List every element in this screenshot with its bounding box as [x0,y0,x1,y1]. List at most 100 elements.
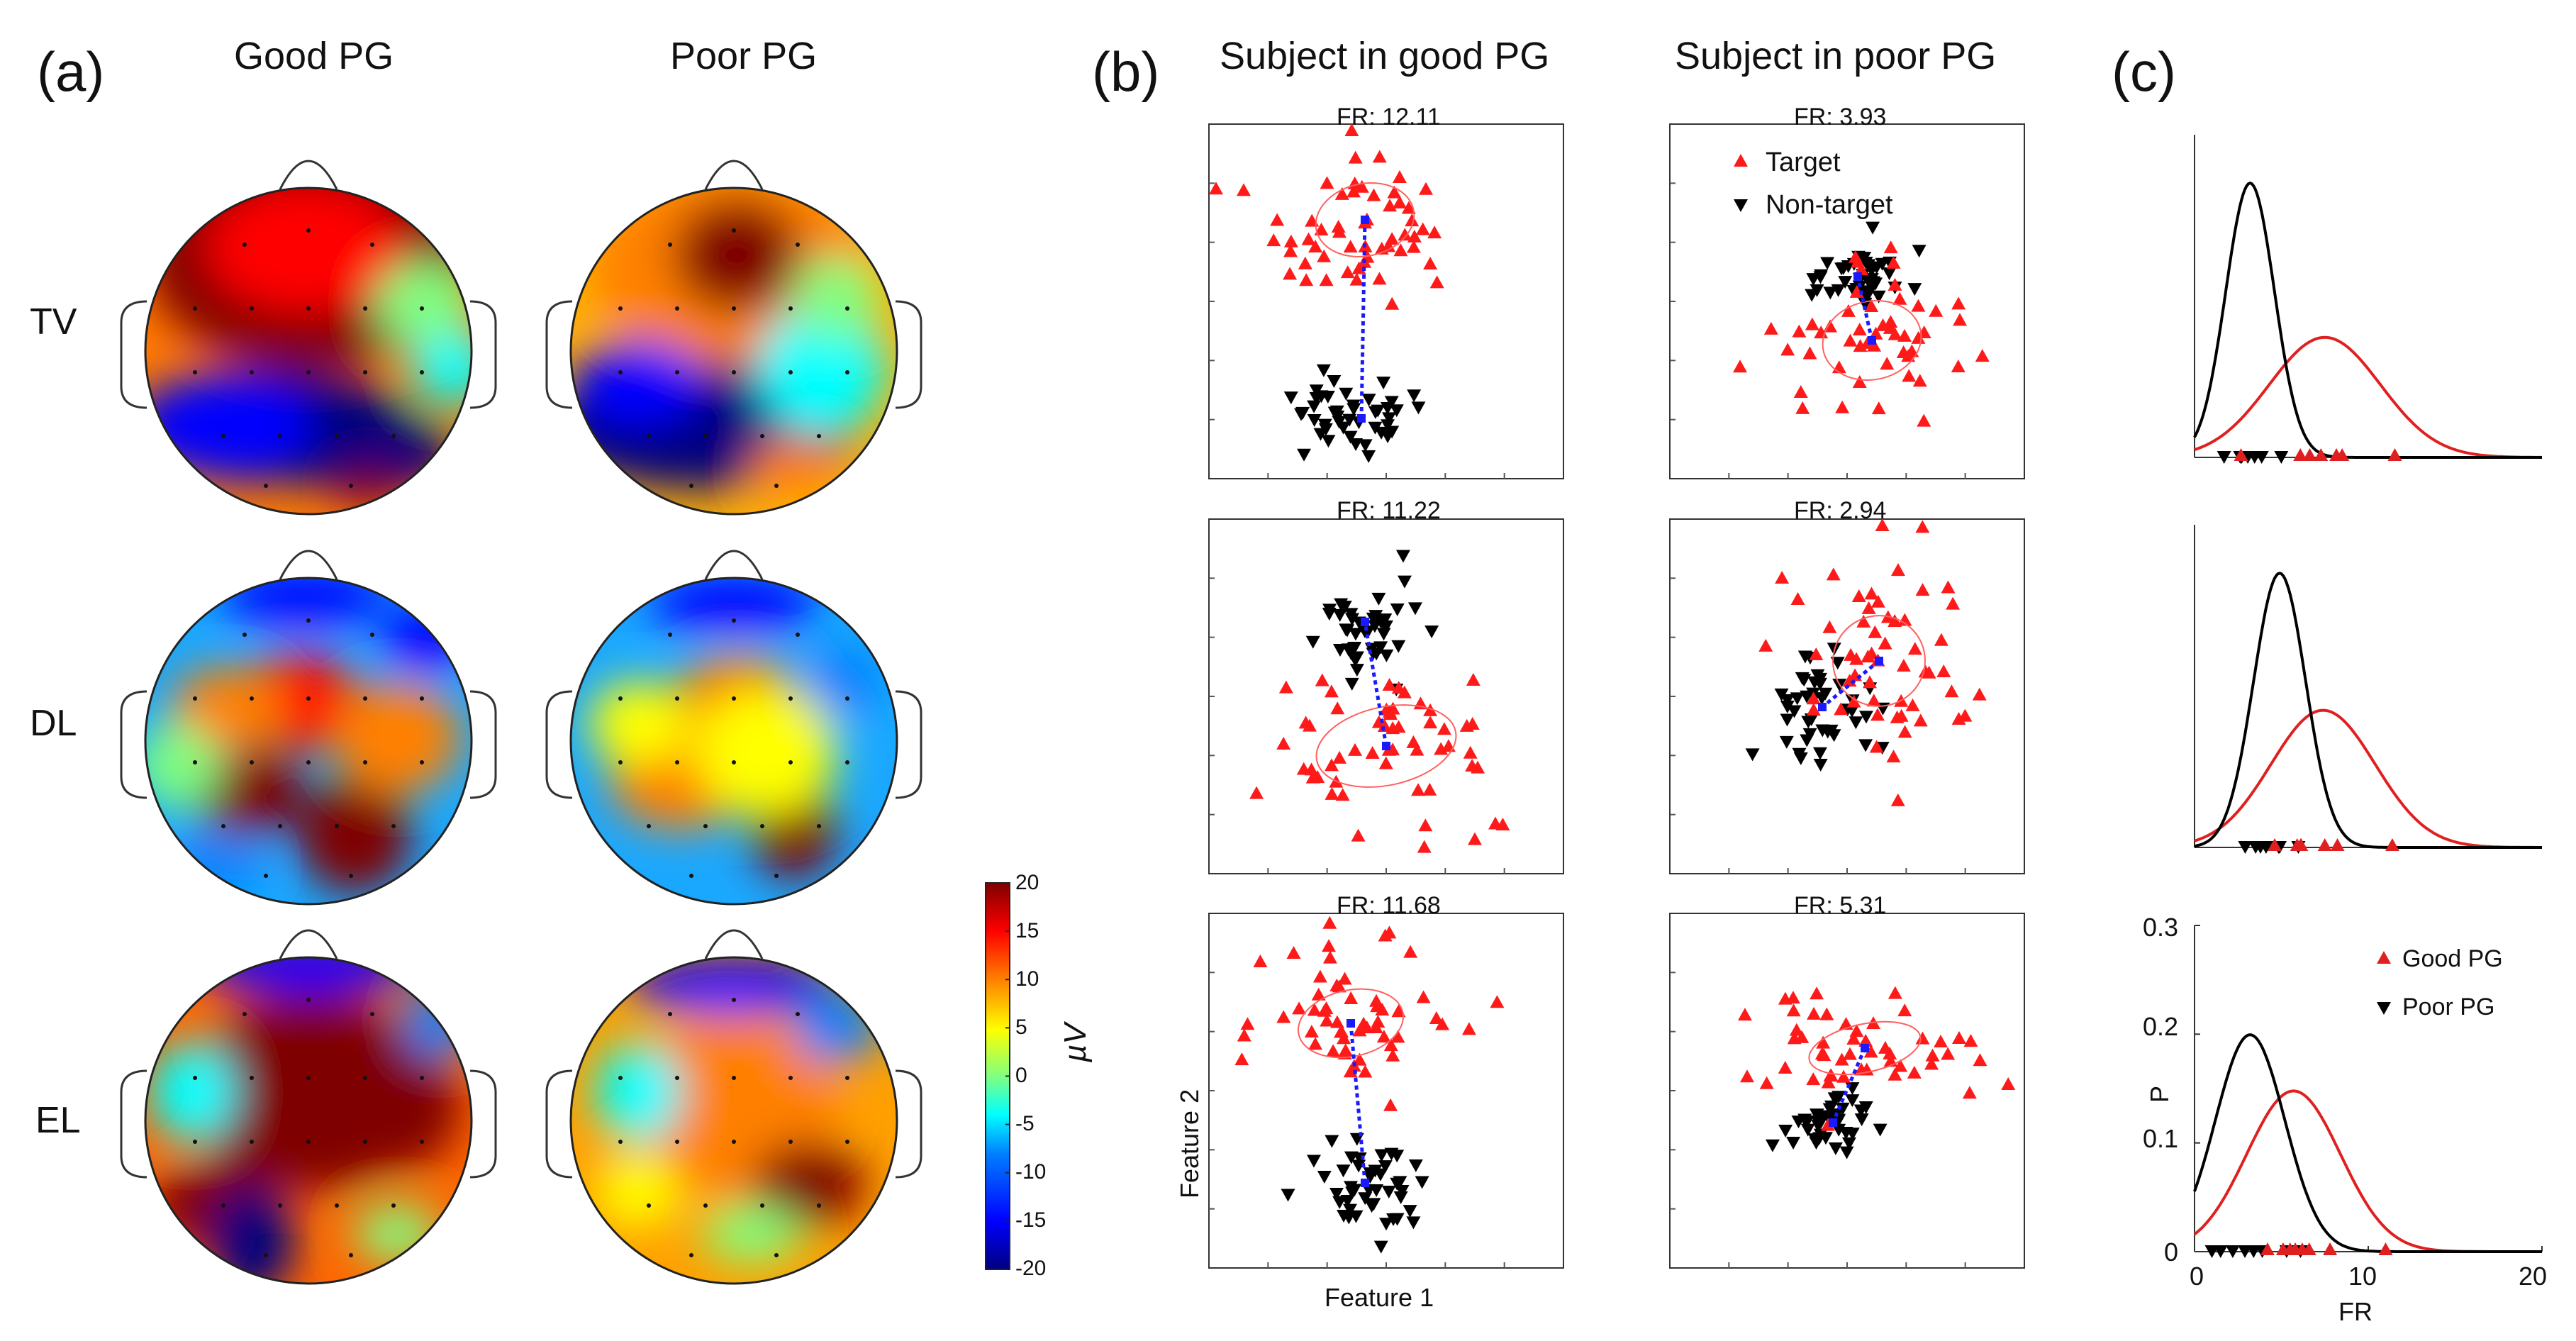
nontarget-marker [1293,408,1308,421]
electrode-dot [306,370,311,374]
nontarget-marker [1793,752,1808,766]
target-marker [1324,758,1339,772]
nontarget-marker [1384,396,1399,409]
target-marker [1311,987,1326,1001]
target-marker [1423,703,1438,716]
target-marker [1843,333,1858,347]
nontarget-marker [1369,1184,1384,1198]
target-marker [1299,273,1314,286]
nontarget-marker [1827,729,1841,742]
electrode-dot [391,1203,396,1208]
electrode-dot [845,760,849,764]
scalp-map [571,188,897,514]
target-marker [1806,691,1821,705]
colorbar-tick: -20 [1015,1257,1047,1280]
nontarget-marker [1307,413,1322,427]
left-ear-outline [545,1069,573,1179]
electrode-dot [250,306,254,311]
target-marker [1951,360,1966,373]
target-marker [1862,675,1877,689]
nontarget-marker [1368,406,1383,419]
target-marker [1789,1023,1804,1036]
target-marker [2385,838,2399,851]
electrode-dot [796,1012,800,1016]
nontarget-marker [1307,400,1322,413]
nontarget-marker [1309,391,1324,405]
potential-blob [195,957,422,993]
nontarget-marker [1381,1185,1396,1198]
good-pg-curve [2194,335,2542,459]
col-title-poor-subject: Subject in poor PG [1675,35,1997,77]
target-marker [2234,448,2248,461]
electrode-dot [647,1203,651,1208]
nontarget-marker [1281,1189,1295,1202]
right-ear-outline [895,300,922,409]
nontarget-marker [1378,620,1393,633]
nontarget-marker [1839,1146,1854,1159]
target-marker [1278,680,1293,694]
target-marker [1466,672,1481,686]
electrode-dot [370,633,374,637]
nontarget-marker [1349,438,1364,451]
nontarget-marker [2274,451,2289,464]
nontarget-centroid [1361,1179,1369,1187]
nontarget-marker [1395,1184,1410,1198]
electrode-dot [250,696,254,701]
electrode-dot [335,1203,339,1208]
electrode-dot [221,434,225,438]
nontarget-marker [1831,1091,1846,1104]
right-ear-outline [895,690,922,799]
target-marker [1806,1072,1821,1086]
target-marker [1951,1030,1966,1044]
electrode-dot [250,370,254,374]
nontarget-marker [1297,448,1312,462]
electrode-dot [335,824,339,828]
nontarget-marker [1858,739,1873,752]
target-marker [1237,1028,1251,1042]
target-marker [1405,213,1420,227]
electrode-dot [221,824,225,828]
nontarget-marker [1814,692,1829,706]
potential-blob [333,1042,461,1170]
nontarget-marker [1332,608,1347,622]
target-marker [1398,228,1412,241]
nontarget-marker [1424,625,1439,639]
potential-blob [145,723,220,808]
target-marker [1317,249,1332,262]
target-marker [1308,240,1323,253]
target-marker [1973,1053,1987,1067]
nontarget-marker [1408,1159,1423,1172]
target-marker [1209,182,1223,195]
electrode-dot [349,874,353,878]
target-marker [1946,596,1961,610]
nontarget-marker [1366,612,1381,625]
head-outline [569,577,898,906]
c-xtick: 0 [2190,1262,2204,1291]
target-marker [1429,275,1444,289]
target-marker [1416,990,1431,1003]
target-marker [1365,746,1380,759]
potential-blob [149,1042,234,1142]
nontarget-marker [1378,1218,1393,1231]
potential-blob [674,199,801,312]
target-marker [1890,793,1905,806]
nontarget-marker [1797,1113,1812,1127]
centroid-distance-line [1856,276,1874,341]
target-marker [1283,244,1298,257]
electrode-dot [817,434,821,438]
nontarget-marker [2253,841,2268,854]
electrode-dot [788,696,793,701]
nontarget-marker [1327,374,1342,388]
target-marker [1841,304,1856,317]
target-marker [1905,698,1920,711]
target-marker [1912,374,1927,387]
nontarget-marker [1857,252,1872,265]
target-marker [1352,1052,1367,1066]
target-marker [1902,369,1917,382]
target-marker [1332,750,1347,764]
nontarget-marker [1845,1094,1860,1108]
target-marker [1298,716,1313,729]
target-marker [1869,740,1884,753]
target-marker [1911,299,1926,312]
electrode-dot [306,760,311,764]
